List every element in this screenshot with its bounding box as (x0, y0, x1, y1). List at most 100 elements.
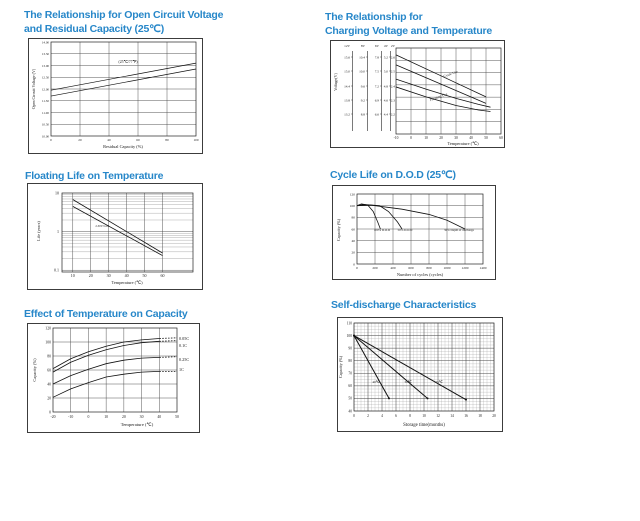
svg-text:Capacity (%): Capacity (%) (338, 355, 343, 378)
chart-svg: 0 200 400 600 800 1000 1200 1400 0 20 40 60 80 100 120… (332, 185, 496, 280)
svg-text:1C: 1C (179, 367, 184, 372)
series-rate-0.1C-tail (159, 340, 178, 342)
svg-text:12V: 12V (344, 44, 350, 48)
svg-text:80: 80 (165, 138, 169, 142)
svg-text:60: 60 (47, 368, 51, 372)
svg-text:0.1: 0.1 (54, 268, 59, 273)
svg-text:Temperature (℃): Temperature (℃) (111, 280, 143, 285)
series-storage-25C (353, 335, 467, 401)
svg-text:6V: 6V (375, 44, 380, 48)
svg-text:8.8: 8.8 (361, 112, 366, 116)
svg-text:4.6: 4.6 (384, 98, 389, 102)
svg-text:2: 2 (367, 414, 369, 418)
svg-text:14.00: 14.00 (42, 40, 50, 44)
chart-svg: -20 -10 0 10 20 30 40 50 0 20 40 60 80 100 120 Temperat… (27, 323, 200, 433)
svg-text:2.5: 2.5 (391, 69, 396, 73)
series-cycle-use-upper (395, 54, 487, 98)
svg-text:0: 0 (50, 138, 52, 142)
chart-svg: 0 20 40 60 80 100 10.00 10.50 11.00 11.50 12.00 12.… (28, 38, 203, 154)
series-rate-0.25C (52, 357, 160, 385)
chart-canvas: 10 20 30 40 50 60 0.1 1 10 Temperature (℃) Life (y… (27, 183, 203, 290)
svg-text:10.4: 10.4 (359, 55, 365, 59)
svg-text:10: 10 (104, 415, 108, 419)
svg-text:Storage time(months): Storage time(months) (403, 423, 445, 428)
series-floating-use-upper (395, 78, 491, 108)
svg-text:30% Depth of discharge: 30% Depth of discharge (444, 228, 475, 232)
svg-text:0: 0 (410, 136, 412, 140)
svg-text:(25℃/77℉): (25℃/77℉) (118, 60, 138, 64)
svg-text:Open Circuit Voltage (V): Open Circuit Voltage (V) (31, 68, 36, 109)
svg-text:40: 40 (47, 382, 51, 386)
svg-text:2V: 2V (391, 44, 396, 48)
svg-text:100: 100 (347, 334, 353, 338)
svg-text:4.8: 4.8 (384, 84, 389, 88)
chart-canvas: 0 2 4 6 8 10 12 14 16 18 20 40 50 60 70 80 90 100 110 Stora… (337, 317, 503, 432)
svg-text:60: 60 (499, 136, 503, 140)
svg-text:15.0: 15.0 (344, 69, 350, 73)
series-rate-0.1C (52, 340, 160, 373)
chart-title-line: The Relationship for Open Circuit Voltag… (24, 9, 224, 21)
svg-text:400: 400 (390, 266, 396, 270)
svg-text:4V: 4V (384, 44, 389, 48)
svg-text:13.00: 13.00 (42, 64, 50, 68)
svg-text:18: 18 (478, 414, 482, 418)
chart-title: Self-discharge Characteristics (331, 298, 476, 312)
svg-text:5.2: 5.2 (384, 55, 389, 59)
svg-text:10.50: 10.50 (42, 123, 50, 127)
svg-text:-10: -10 (394, 136, 399, 140)
svg-text:13.50: 13.50 (42, 52, 50, 56)
svg-text:7.8: 7.8 (375, 55, 380, 59)
svg-text:40℃: 40℃ (372, 380, 379, 384)
svg-text:Temperature (℃): Temperature (℃) (121, 422, 154, 427)
svg-text:Cycle Use: Cycle Use (443, 70, 459, 79)
svg-text:120: 120 (350, 192, 356, 196)
chart-title-line: Effect of Temperature on Capacity (24, 308, 188, 320)
series-rate-0.05C (52, 338, 160, 369)
chart-svg: -10 0 10 20 30 40 50 60 Temperature (℃) Voltage(V… (330, 40, 505, 148)
svg-text:Number of cycles (cycles): Number of cycles (cycles) (397, 272, 444, 277)
svg-text:12: 12 (436, 414, 440, 418)
series-upper-bound (50, 62, 197, 91)
svg-text:0: 0 (356, 266, 358, 270)
series-lower-bound (50, 68, 197, 97)
svg-text:60: 60 (136, 138, 140, 142)
svg-text:-20: -20 (50, 415, 55, 419)
series-rate-0.25C-tail (159, 356, 178, 358)
svg-text:1000: 1000 (444, 266, 451, 270)
svg-text:10.0: 10.0 (359, 69, 365, 73)
chart-canvas: 0 200 400 600 800 1000 1200 1400 0 20 40 60 80 100 120… (332, 185, 496, 280)
svg-text:9.6: 9.6 (361, 84, 366, 88)
chart-canvas: -10 0 10 20 30 40 50 60 Temperature (℃) Voltage(V… (330, 40, 505, 148)
svg-text:10: 10 (424, 136, 428, 140)
svg-text:25℃: 25℃ (435, 380, 442, 384)
series-storage-40C (353, 335, 390, 399)
svg-text:20: 20 (439, 136, 443, 140)
svg-text:0.25C: 0.25C (179, 357, 189, 362)
svg-text:20: 20 (89, 273, 93, 278)
svg-text:40: 40 (125, 273, 129, 278)
svg-text:15.6: 15.6 (344, 55, 350, 59)
svg-text:70: 70 (348, 372, 352, 376)
chart-title-line: Cycle Life on D.O.D (25℃) (330, 169, 456, 181)
svg-text:30: 30 (454, 136, 458, 140)
series-rate-0.05C-tail (159, 337, 178, 339)
svg-text:1400: 1400 (480, 266, 487, 270)
chart-title-line: Floating Life on Temperature (25, 170, 164, 182)
svg-text:10.00: 10.00 (42, 134, 50, 138)
chart-svg: 0 2 4 6 8 10 12 14 16 18 20 40 50 60 70 80 90 100 110 Stora… (337, 317, 503, 432)
svg-text:50: 50 (348, 397, 352, 401)
svg-text:20: 20 (122, 415, 126, 419)
svg-text:11.00: 11.00 (42, 111, 49, 115)
series-floating-use-lower (395, 86, 491, 112)
svg-text:600: 600 (408, 266, 414, 270)
svg-text:8: 8 (409, 414, 411, 418)
svg-text:120: 120 (45, 326, 51, 330)
svg-text:4.4: 4.4 (384, 112, 389, 116)
svg-text:200: 200 (372, 266, 378, 270)
svg-text:4: 4 (381, 414, 383, 418)
svg-text:2.4: 2.4 (391, 84, 396, 88)
svg-text:Residual Capacity (%): Residual Capacity (%) (103, 144, 143, 149)
svg-text:40: 40 (352, 239, 356, 243)
chart-canvas: 0 20 40 60 80 100 10.00 10.50 11.00 11.50 12.00 12.… (28, 38, 203, 154)
svg-text:0.1C: 0.1C (179, 343, 187, 348)
